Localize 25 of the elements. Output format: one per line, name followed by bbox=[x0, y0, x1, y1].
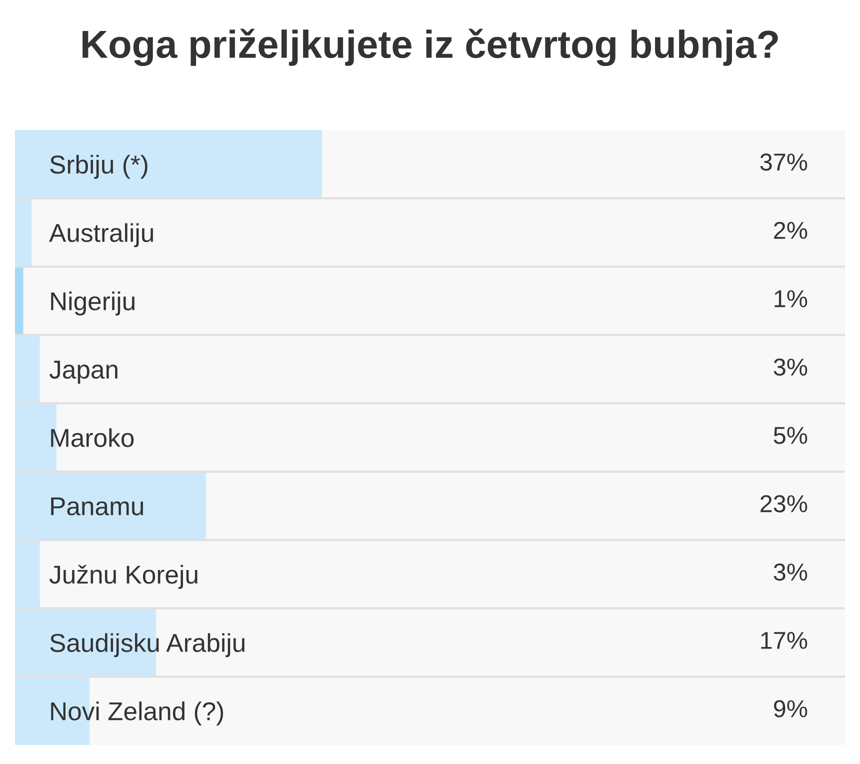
bar bbox=[15, 335, 40, 404]
y-tick-label: Japan bbox=[49, 360, 118, 384]
y-tick-label: Australiju bbox=[49, 223, 153, 248]
chart-title: Koga priželjkujete iz četvrtog bubnja? bbox=[82, 28, 778, 66]
y-tick-label: Panamu bbox=[51, 497, 144, 516]
y-tick-label: Saudijsku Arabiju bbox=[50, 633, 244, 658]
y-tick-label: Južnu Koreju bbox=[49, 564, 198, 589]
data-label: 3% bbox=[774, 358, 808, 376]
data-label: 3% bbox=[774, 563, 808, 581]
bar bbox=[15, 472, 206, 540]
data-label: 9% bbox=[774, 700, 808, 718]
data-label: 37% bbox=[760, 153, 808, 171]
y-tick-label: Srbiju (*) bbox=[50, 154, 148, 179]
data-label: 2% bbox=[774, 222, 808, 239]
data-label: 1% bbox=[774, 290, 808, 308]
data-label: 17% bbox=[761, 632, 808, 649]
y-tick-label: Maroko bbox=[51, 428, 134, 448]
bar bbox=[15, 540, 40, 608]
bar bbox=[15, 198, 32, 267]
y-tick-label: Nigeriju bbox=[51, 292, 134, 316]
bar bbox=[15, 266, 24, 335]
y-tick-label: Novi Zeland (?) bbox=[51, 702, 224, 726]
data-label: 5% bbox=[774, 426, 808, 444]
bar bbox=[15, 130, 322, 198]
data-label: 23% bbox=[760, 495, 808, 512]
